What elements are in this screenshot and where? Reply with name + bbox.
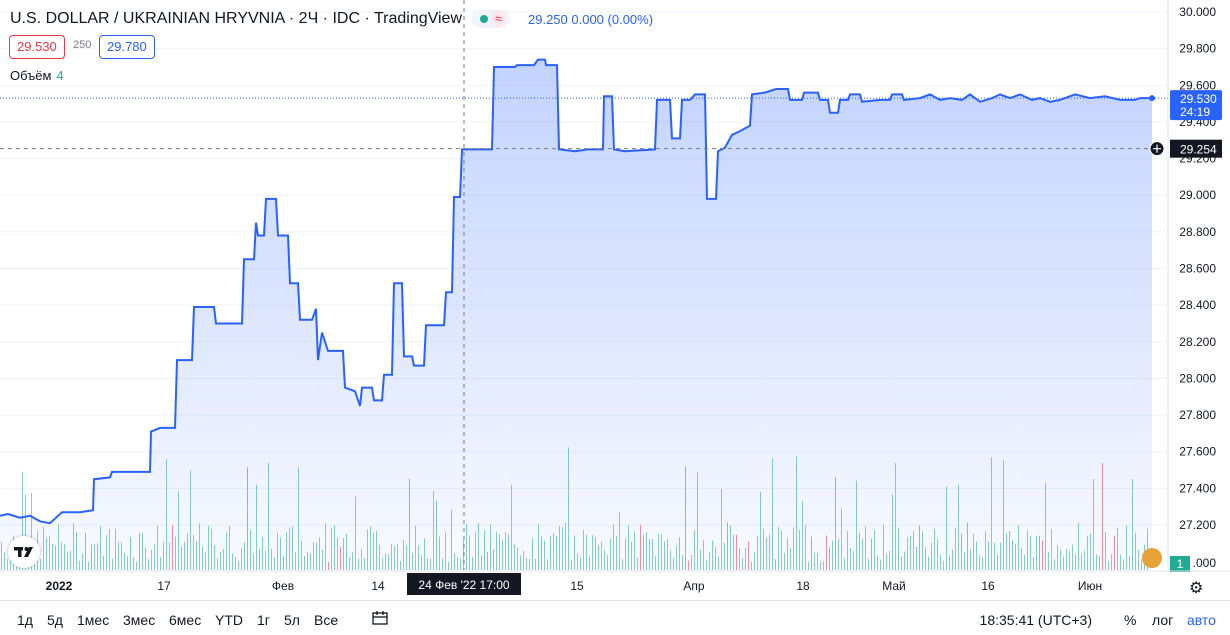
timeframe-3[interactable]: 3мес	[123, 612, 156, 628]
time-tick-label: 15	[570, 579, 584, 593]
timeframe-7[interactable]: 5л	[284, 612, 300, 628]
date-range-icon[interactable]	[371, 610, 389, 626]
us-flag-icon	[1142, 548, 1162, 568]
spread-value: 250	[73, 39, 92, 51]
time-tick-label: 17	[157, 579, 171, 593]
auto-toggle[interactable]: авто	[1187, 612, 1216, 628]
crosshair-date-bg	[407, 573, 521, 595]
price-tick-label: 27.800	[1179, 408, 1216, 422]
interval-label[interactable]: 2Ч	[298, 10, 319, 27]
tradingview-logo[interactable]	[8, 536, 40, 568]
price-chart[interactable]: 30.00029.80029.60029.40029.20029.00028.8…	[0, 0, 1230, 600]
market-status-pill[interactable]: ≈	[472, 10, 510, 28]
countdown-label: 24:19	[1180, 105, 1210, 119]
time-tick-label: 18	[796, 579, 810, 593]
volume-value: 4	[56, 68, 64, 83]
timeframe-1[interactable]: 5д	[47, 612, 63, 628]
price-tick-label: 29.600	[1179, 78, 1216, 92]
crosshair-price-bg	[1170, 139, 1222, 158]
price-axis: 30.00029.80029.60029.40029.20029.00028.8…	[1167, 0, 1222, 572]
bottom-toolbar: 1д 5д 1мес 3мес 6мес YTD 1г 5л Все 18:35:41 (UTC…	[0, 600, 1230, 635]
market-open-dot-icon	[480, 15, 488, 23]
crosshair-price-label: 29.254	[1180, 143, 1217, 157]
volume-axis-label: .000	[1193, 556, 1217, 570]
plus-sign	[1153, 144, 1161, 153]
last-price-dot	[1149, 95, 1155, 102]
time-tick-label: 16	[981, 579, 995, 593]
quote-values: 29.250 0.000 (0.00%)	[528, 12, 654, 27]
price-tick-label: 30.000	[1179, 5, 1216, 19]
timeframe-8[interactable]: Все	[314, 612, 339, 628]
price-tick-label: 28.200	[1179, 335, 1216, 349]
time-tick-label: Апр	[683, 579, 705, 593]
clock-timezone[interactable]: 18:35:41 (UTC+3)	[979, 612, 1092, 628]
price-tick-label: 28.800	[1179, 225, 1216, 239]
crosshair	[0, 0, 1168, 570]
tradingview-logo-icon	[14, 547, 33, 557]
percent-toggle[interactable]: %	[1124, 612, 1137, 628]
price-tick-label: 28.000	[1179, 371, 1216, 385]
source-label: IDC	[332, 10, 361, 27]
buy-price-button[interactable]: 29.780	[99, 35, 155, 59]
time-tick-label: 2022	[46, 579, 73, 593]
timeframe-0[interactable]: 1д	[17, 612, 33, 628]
time-tick-label: 14	[371, 579, 385, 593]
volume-badge: 1	[1177, 557, 1184, 571]
price-tick-label: 29.800	[1179, 42, 1216, 56]
price-line	[0, 58, 1152, 525]
time-tick-label: Фев	[272, 579, 294, 593]
price-tick-label: 29.000	[1179, 188, 1216, 202]
volume-label: Объём	[10, 68, 52, 83]
time-tick-label: Май	[882, 579, 906, 593]
price-tick-label: 27.400	[1179, 481, 1216, 495]
price-area	[0, 59, 1152, 570]
price-tick-label: 27.600	[1179, 445, 1216, 459]
wave-icon: ≈	[492, 10, 506, 27]
time-axis: 2022 17 Фев 14 15 Апр 18 Май 16 Июн 24 Фев '22 17:…	[0, 570, 1230, 595]
volume-badge-bg	[1170, 556, 1190, 572]
last-price-label-bg	[1170, 90, 1222, 121]
symbol-name[interactable]: U.S. DOLLAR / UKRAINIAN HRYVNIA	[10, 10, 285, 27]
crosshair-date-label: 24 Фев '22 17:00	[418, 578, 510, 592]
volume-legend[interactable]: Объём 4	[10, 68, 64, 83]
price-tick-label: 28.400	[1179, 298, 1216, 312]
sell-price-button[interactable]: 29.530	[9, 35, 65, 59]
price-tick-label: 27.200	[1179, 518, 1216, 532]
log-toggle[interactable]: лог	[1152, 612, 1174, 628]
timeframe-2[interactable]: 1мес	[77, 612, 110, 628]
last-price-label: 29.530	[1180, 92, 1217, 106]
time-tick-label: Июн	[1078, 579, 1102, 593]
price-tick-label: 28.600	[1179, 262, 1216, 276]
platform-label: TradingView	[373, 10, 462, 27]
timeframe-5[interactable]: YTD	[215, 612, 243, 628]
timeframe-4[interactable]: 6мес	[169, 612, 202, 628]
chart-legend-title: U.S. DOLLAR / UKRAINIAN HRYVNIA · 2Ч · I…	[10, 10, 462, 27]
timeframe-6[interactable]: 1г	[257, 612, 270, 628]
crosshair-plus-icon	[1149, 141, 1165, 157]
gear-icon[interactable]: ⚙	[1189, 580, 1204, 597]
